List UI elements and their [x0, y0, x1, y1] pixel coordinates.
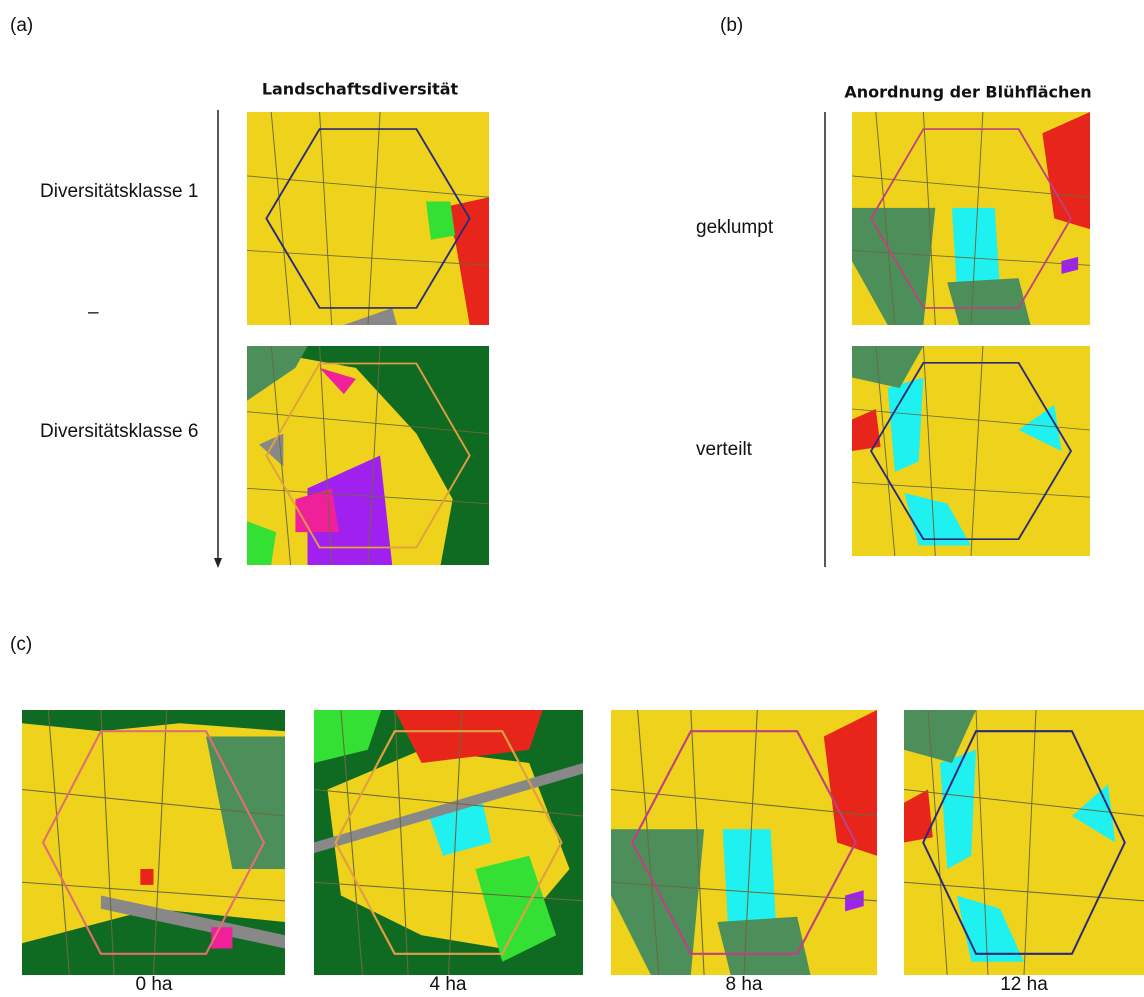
map-panel — [314, 710, 583, 975]
caption: 12 ha — [1000, 974, 1048, 995]
row-label: Diversitätsklasse 6 — [40, 421, 198, 442]
panel-label: (a) — [10, 15, 33, 36]
arrow-head — [214, 558, 222, 568]
row-label: – — [88, 302, 99, 323]
map-panel — [611, 710, 877, 975]
caption: 8 ha — [726, 974, 763, 995]
figure: (a) (b) (c) Landschaftsdiversität Anordn… — [0, 0, 1144, 997]
row-label: Diversitätsklasse 1 — [40, 181, 198, 202]
land-patch — [947, 278, 1030, 325]
map-panel — [247, 346, 489, 565]
land-patch — [717, 917, 810, 975]
row-label: geklumpt — [696, 217, 774, 238]
panel-title: Anordnung der Blühflächen — [844, 83, 1091, 102]
land-patch — [426, 201, 455, 239]
land-patch — [140, 869, 153, 885]
map-panel — [904, 710, 1144, 975]
map-panel — [247, 112, 489, 325]
caption: 0 ha — [136, 974, 173, 995]
map-panel — [852, 112, 1090, 325]
panel-title: Landschaftsdiversität — [262, 80, 459, 99]
caption: 4 ha — [430, 974, 467, 995]
map-panel — [852, 346, 1090, 556]
map-panel — [22, 710, 285, 975]
panel-label: (b) — [720, 15, 743, 36]
row-label: verteilt — [696, 439, 753, 460]
panel-label: (c) — [10, 634, 32, 655]
